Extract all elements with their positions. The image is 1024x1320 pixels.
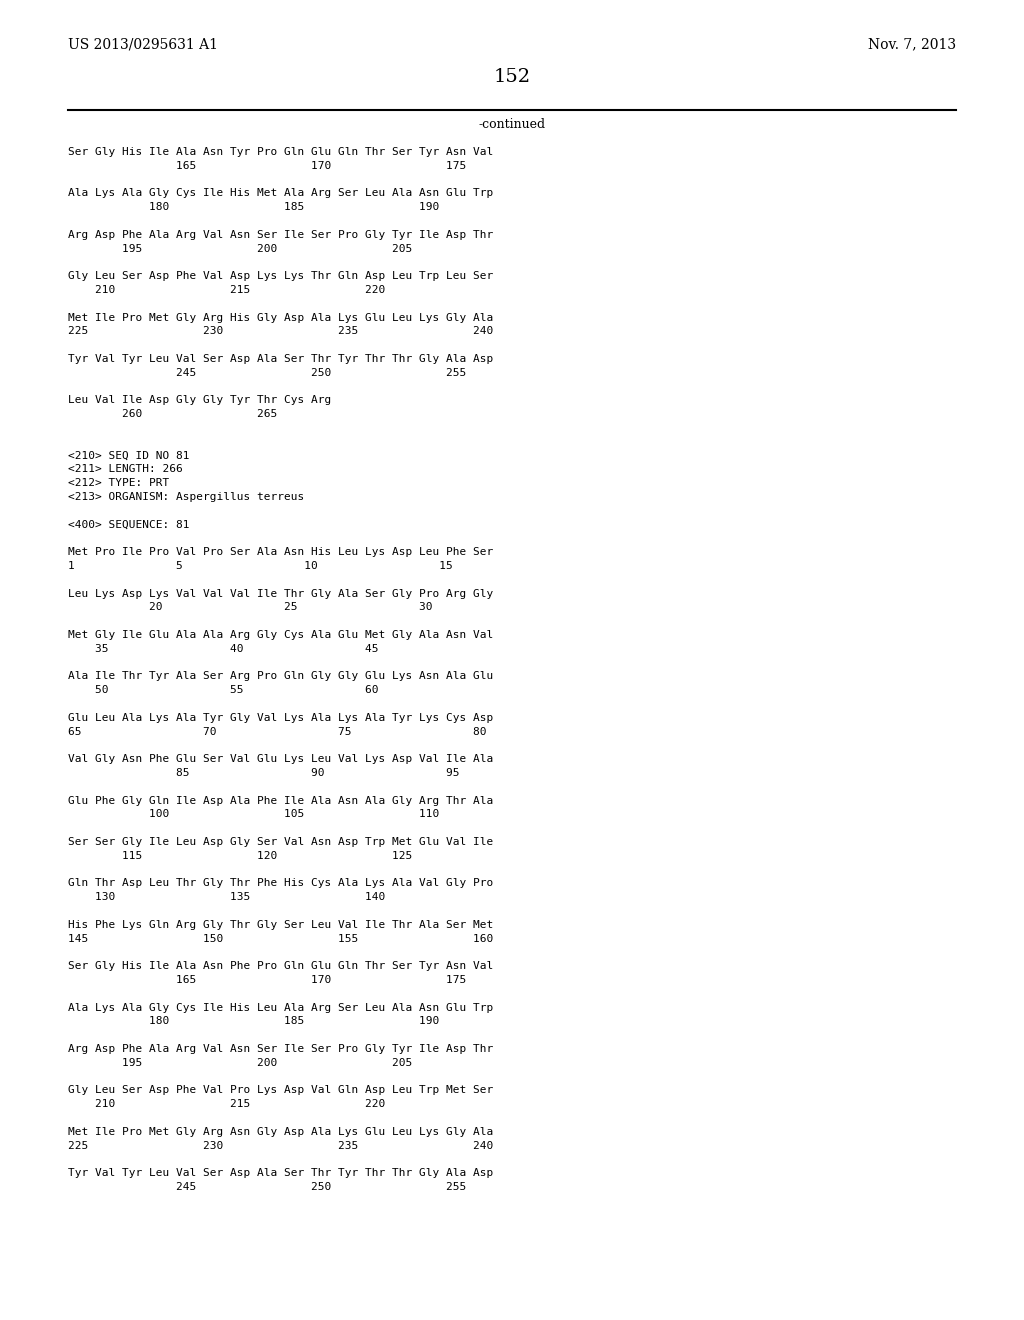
Text: 152: 152 [494, 69, 530, 86]
Text: Met Ile Pro Met Gly Arg His Gly Asp Ala Lys Glu Leu Lys Gly Ala: Met Ile Pro Met Gly Arg His Gly Asp Ala … [68, 313, 494, 322]
Text: 85                  90                  95: 85 90 95 [68, 768, 460, 777]
Text: 210                 215                 220: 210 215 220 [68, 285, 385, 294]
Text: <400> SEQUENCE: 81: <400> SEQUENCE: 81 [68, 520, 189, 529]
Text: 180                 185                 190: 180 185 190 [68, 202, 439, 213]
Text: 50                  55                  60: 50 55 60 [68, 685, 379, 696]
Text: <213> ORGANISM: Aspergillus terreus: <213> ORGANISM: Aspergillus terreus [68, 492, 304, 502]
Text: Arg Asp Phe Ala Arg Val Asn Ser Ile Ser Pro Gly Tyr Ile Asp Thr: Arg Asp Phe Ala Arg Val Asn Ser Ile Ser … [68, 230, 494, 240]
Text: 165                 170                 175: 165 170 175 [68, 975, 466, 985]
Text: 225                 230                 235                 240: 225 230 235 240 [68, 326, 494, 337]
Text: His Phe Lys Gln Arg Gly Thr Gly Ser Leu Val Ile Thr Ala Ser Met: His Phe Lys Gln Arg Gly Thr Gly Ser Leu … [68, 920, 494, 929]
Text: 245                 250                 255: 245 250 255 [68, 1181, 466, 1192]
Text: Ser Ser Gly Ile Leu Asp Gly Ser Val Asn Asp Trp Met Glu Val Ile: Ser Ser Gly Ile Leu Asp Gly Ser Val Asn … [68, 837, 494, 847]
Text: Leu Val Ile Asp Gly Gly Tyr Thr Cys Arg: Leu Val Ile Asp Gly Gly Tyr Thr Cys Arg [68, 396, 331, 405]
Text: Glu Phe Gly Gln Ile Asp Ala Phe Ile Ala Asn Ala Gly Arg Thr Ala: Glu Phe Gly Gln Ile Asp Ala Phe Ile Ala … [68, 796, 494, 805]
Text: 130                 135                 140: 130 135 140 [68, 892, 385, 902]
Text: Ser Gly His Ile Ala Asn Phe Pro Gln Glu Gln Thr Ser Tyr Asn Val: Ser Gly His Ile Ala Asn Phe Pro Gln Glu … [68, 961, 494, 972]
Text: 210                 215                 220: 210 215 220 [68, 1100, 385, 1109]
Text: 145                 150                 155                 160: 145 150 155 160 [68, 933, 494, 944]
Text: Ser Gly His Ile Ala Asn Tyr Pro Gln Glu Gln Thr Ser Tyr Asn Val: Ser Gly His Ile Ala Asn Tyr Pro Gln Glu … [68, 147, 494, 157]
Text: 1               5                  10                  15: 1 5 10 15 [68, 561, 453, 572]
Text: <212> TYPE: PRT: <212> TYPE: PRT [68, 478, 169, 488]
Text: Ala Ile Thr Tyr Ala Ser Arg Pro Gln Gly Gly Glu Lys Asn Ala Glu: Ala Ile Thr Tyr Ala Ser Arg Pro Gln Gly … [68, 672, 494, 681]
Text: Leu Lys Asp Lys Val Val Val Ile Thr Gly Ala Ser Gly Pro Arg Gly: Leu Lys Asp Lys Val Val Val Ile Thr Gly … [68, 589, 494, 598]
Text: 20                  25                  30: 20 25 30 [68, 602, 432, 612]
Text: <210> SEQ ID NO 81: <210> SEQ ID NO 81 [68, 450, 189, 461]
Text: 260                 265: 260 265 [68, 409, 278, 420]
Text: US 2013/0295631 A1: US 2013/0295631 A1 [68, 37, 218, 51]
Text: 195                 200                 205: 195 200 205 [68, 1057, 413, 1068]
Text: Gly Leu Ser Asp Phe Val Asp Lys Lys Thr Gln Asp Leu Trp Leu Ser: Gly Leu Ser Asp Phe Val Asp Lys Lys Thr … [68, 271, 494, 281]
Text: 245                 250                 255: 245 250 255 [68, 368, 466, 378]
Text: Met Gly Ile Glu Ala Ala Arg Gly Cys Ala Glu Met Gly Ala Asn Val: Met Gly Ile Glu Ala Ala Arg Gly Cys Ala … [68, 630, 494, 640]
Text: 195                 200                 205: 195 200 205 [68, 244, 413, 253]
Text: Tyr Val Tyr Leu Val Ser Asp Ala Ser Thr Tyr Thr Thr Gly Ala Asp: Tyr Val Tyr Leu Val Ser Asp Ala Ser Thr … [68, 1168, 494, 1179]
Text: Met Ile Pro Met Gly Arg Asn Gly Asp Ala Lys Glu Leu Lys Gly Ala: Met Ile Pro Met Gly Arg Asn Gly Asp Ala … [68, 1127, 494, 1137]
Text: 225                 230                 235                 240: 225 230 235 240 [68, 1140, 494, 1151]
Text: -continued: -continued [478, 117, 546, 131]
Text: 165                 170                 175: 165 170 175 [68, 161, 466, 170]
Text: Gly Leu Ser Asp Phe Val Pro Lys Asp Val Gln Asp Leu Trp Met Ser: Gly Leu Ser Asp Phe Val Pro Lys Asp Val … [68, 1085, 494, 1096]
Text: Glu Leu Ala Lys Ala Tyr Gly Val Lys Ala Lys Ala Tyr Lys Cys Asp: Glu Leu Ala Lys Ala Tyr Gly Val Lys Ala … [68, 713, 494, 723]
Text: Ala Lys Ala Gly Cys Ile His Leu Ala Arg Ser Leu Ala Asn Glu Trp: Ala Lys Ala Gly Cys Ile His Leu Ala Arg … [68, 1003, 494, 1012]
Text: <211> LENGTH: 266: <211> LENGTH: 266 [68, 465, 182, 474]
Text: 65                  70                  75                  80: 65 70 75 80 [68, 726, 486, 737]
Text: 180                 185                 190: 180 185 190 [68, 1016, 439, 1027]
Text: Met Pro Ile Pro Val Pro Ser Ala Asn His Leu Lys Asp Leu Phe Ser: Met Pro Ile Pro Val Pro Ser Ala Asn His … [68, 548, 494, 557]
Text: 35                  40                  45: 35 40 45 [68, 644, 379, 653]
Text: Arg Asp Phe Ala Arg Val Asn Ser Ile Ser Pro Gly Tyr Ile Asp Thr: Arg Asp Phe Ala Arg Val Asn Ser Ile Ser … [68, 1044, 494, 1053]
Text: Ala Lys Ala Gly Cys Ile His Met Ala Arg Ser Leu Ala Asn Glu Trp: Ala Lys Ala Gly Cys Ile His Met Ala Arg … [68, 189, 494, 198]
Text: Tyr Val Tyr Leu Val Ser Asp Ala Ser Thr Tyr Thr Thr Gly Ala Asp: Tyr Val Tyr Leu Val Ser Asp Ala Ser Thr … [68, 354, 494, 364]
Text: Val Gly Asn Phe Glu Ser Val Glu Lys Leu Val Lys Asp Val Ile Ala: Val Gly Asn Phe Glu Ser Val Glu Lys Leu … [68, 754, 494, 764]
Text: Gln Thr Asp Leu Thr Gly Thr Phe His Cys Ala Lys Ala Val Gly Pro: Gln Thr Asp Leu Thr Gly Thr Phe His Cys … [68, 878, 494, 888]
Text: Nov. 7, 2013: Nov. 7, 2013 [868, 37, 956, 51]
Text: 100                 105                 110: 100 105 110 [68, 809, 439, 820]
Text: 115                 120                 125: 115 120 125 [68, 851, 413, 861]
